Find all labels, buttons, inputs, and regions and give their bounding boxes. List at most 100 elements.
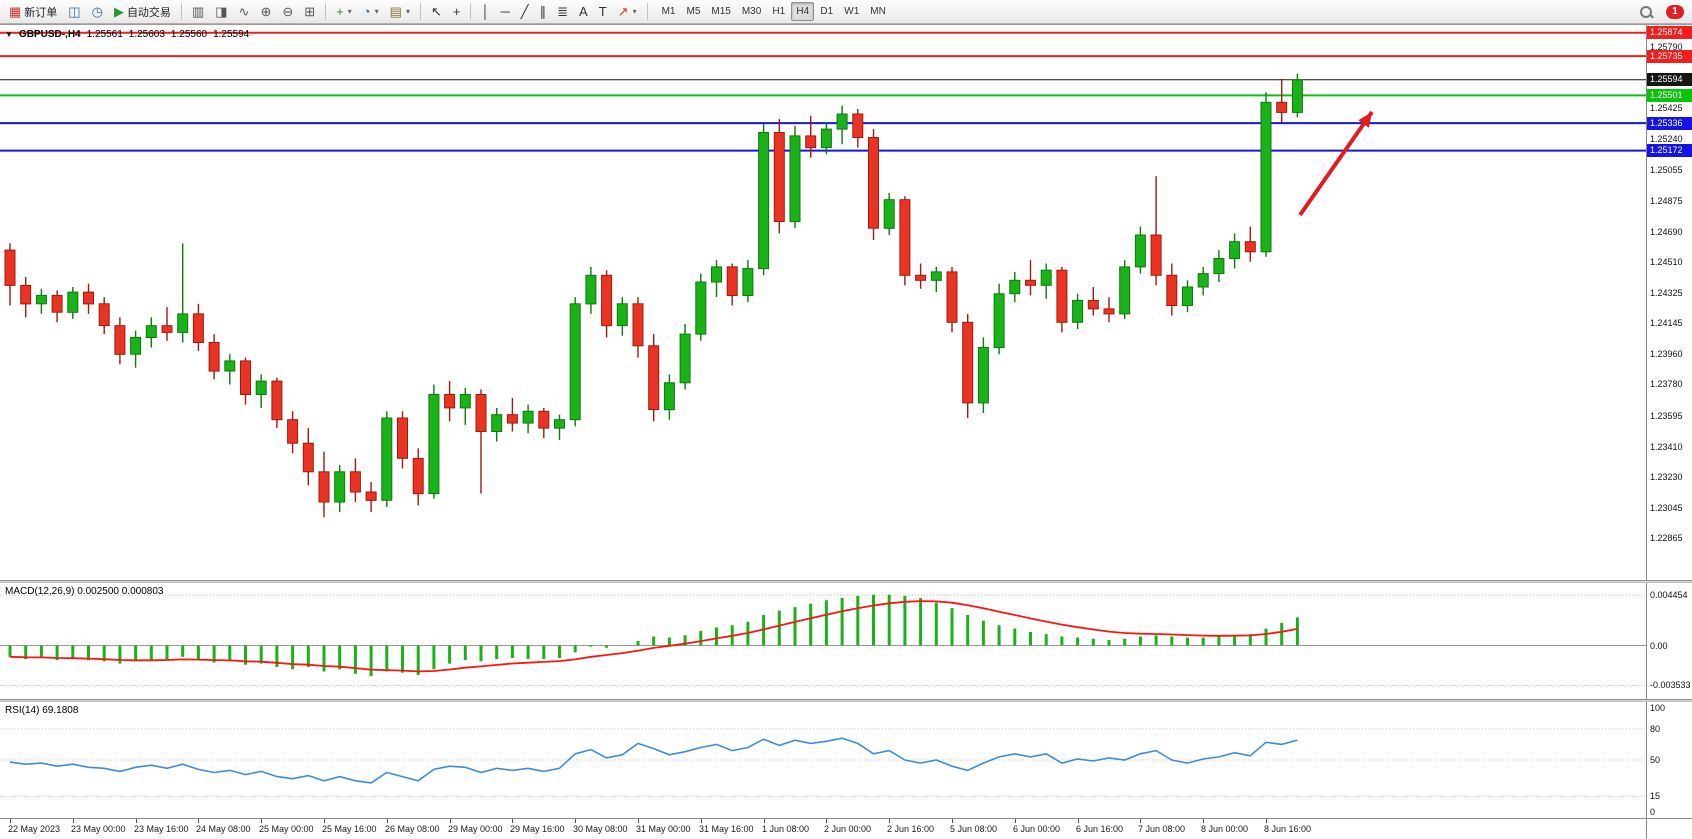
time-axis-label: 25 May 16:00 xyxy=(322,824,377,834)
new-chart-button[interactable]: + ▾ xyxy=(331,2,357,22)
price-axis-label: 1.25790 xyxy=(1650,42,1683,52)
notification-badge[interactable]: 1 xyxy=(1666,4,1684,19)
time-tick xyxy=(10,819,11,823)
autotrading-button[interactable]: ▶ 自动交易 xyxy=(109,2,176,22)
panel-splitter-macd[interactable] xyxy=(0,580,1692,583)
templates-button[interactable]: ▤ ▾ xyxy=(385,2,415,22)
time-tick xyxy=(198,819,199,823)
market-watch-button[interactable]: ◫ xyxy=(63,2,85,22)
price-axis-label: 1.23410 xyxy=(1650,442,1683,452)
timeframe-w1-button[interactable]: W1 xyxy=(839,2,864,21)
timeframe-d1-button[interactable]: D1 xyxy=(815,2,838,21)
timeframe-mn-button[interactable]: MN xyxy=(865,2,891,21)
chevron-down-icon: ▾ xyxy=(347,7,352,16)
toolbar-separator xyxy=(419,3,421,20)
panel-splitter-rsi[interactable] xyxy=(0,699,1692,702)
price-axis[interactable]: 1.25790 1.25425 1.25240 1.25055 1.24875 1.246… xyxy=(1646,25,1692,580)
zoom-in-button[interactable]: ⊕ xyxy=(255,2,276,22)
time-tick xyxy=(1015,819,1016,823)
crosshair-button[interactable]: + xyxy=(448,2,466,22)
rsi-axis-label: 50 xyxy=(1650,755,1661,765)
time-axis-label: 2 Jun 16:00 xyxy=(887,824,935,834)
time-axis-label: 29 May 16:00 xyxy=(510,824,565,834)
text-icon: A xyxy=(579,4,588,19)
search-button[interactable] xyxy=(1634,2,1658,22)
new-order-button[interactable]: ▦ 新订单 xyxy=(4,2,62,22)
time-tick xyxy=(512,819,513,823)
arrows-button[interactable]: ↗ ▾ xyxy=(613,2,642,22)
time-tick xyxy=(1078,819,1079,823)
time-tick xyxy=(387,819,388,823)
rsi-axis-label: 0 xyxy=(1650,807,1656,817)
price-tag-support-line-green: 1.25501 xyxy=(1647,89,1692,102)
timeframe-m30-button[interactable]: M30 xyxy=(737,2,766,21)
timeframe-m15-button[interactable]: M15 xyxy=(706,2,735,21)
trendline-icon: ╱ xyxy=(520,4,529,19)
fibonacci-button[interactable]: ≣ xyxy=(552,2,573,22)
text-button[interactable]: A xyxy=(574,2,593,22)
toolbar: ▦ 新订单 ◫ ◷ ▶ 自动交易 ▥ ◨ ∿ ⊕ ⊖ ⊞ + ▾ ◔ ▾ ▤ ▾ ↖ + │ ─ ╱ ∥ ≣ A T ↗ ▾ M1 M5 M1… xyxy=(0,0,1692,24)
equidistant-channel-icon: ∥ xyxy=(539,4,547,19)
price-axis-label: 1.24325 xyxy=(1650,288,1683,298)
macd-axis-label: 0.004454 xyxy=(1650,590,1688,600)
price-axis-label: 1.22865 xyxy=(1650,533,1683,543)
macd-canvas[interactable] xyxy=(0,583,1646,699)
horizontal-lines-layer xyxy=(0,31,1646,152)
timeframe-m5-button[interactable]: M5 xyxy=(681,2,705,21)
timeframe-h1-button[interactable]: H1 xyxy=(767,2,790,21)
time-axis-label: 26 May 08:00 xyxy=(385,824,440,834)
price-chart-panel[interactable]: ▼ GBPUSD-,H4 1.25561 1.25603 1.25560 1.2… xyxy=(0,24,1692,580)
time-axis-label: 23 May 16:00 xyxy=(134,824,189,834)
periods-icon: ◔ xyxy=(362,4,371,19)
price-axis-label: 1.25425 xyxy=(1650,103,1683,113)
macd-axis-label: -0.003533 xyxy=(1650,680,1691,690)
price-axis-label: 1.23960 xyxy=(1650,349,1683,359)
time-tick xyxy=(889,819,890,823)
tile-windows-button[interactable]: ⊞ xyxy=(299,2,320,22)
macd-panel[interactable]: MACD(12,26,9) 0.002500 0.000803 0.004454… xyxy=(0,583,1692,699)
chart-high-price: 1.25603 xyxy=(128,29,165,40)
bar-chart-button[interactable]: ▥ xyxy=(187,2,209,22)
one-click-trading-expander-icon[interactable]: ▼ xyxy=(5,30,13,39)
chart-close-price: 1.25594 xyxy=(213,29,250,40)
macd-axis[interactable]: 0.004454 0.00 -0.003533 xyxy=(1646,583,1692,699)
chart-symbol-period: GBPUSD-,H4 xyxy=(18,29,81,40)
time-tick xyxy=(1140,819,1141,823)
chevron-down-icon: ▾ xyxy=(405,7,410,16)
periods-button[interactable]: ◔ ▾ xyxy=(358,2,384,22)
time-tick xyxy=(261,819,262,823)
new-chart-icon: + xyxy=(336,4,344,19)
chevron-down-icon: ▾ xyxy=(632,7,637,16)
rsi-axis[interactable]: 100 80 50 15 0 xyxy=(1646,702,1692,818)
timeframe-h4-button[interactable]: H4 xyxy=(791,2,815,21)
rsi-panel[interactable]: RSI(14) 69.1808 100 80 50 15 0 xyxy=(0,702,1692,818)
time-axis-label: 5 Jun 08:00 xyxy=(950,824,998,834)
zoom-out-button[interactable]: ⊖ xyxy=(277,2,298,22)
time-axis-label: 22 May 2023 xyxy=(8,824,61,834)
rsi-axis-label: 80 xyxy=(1650,724,1661,734)
timeframe-m1-button[interactable]: M1 xyxy=(657,2,681,21)
time-axis-label: 25 May 00:00 xyxy=(259,824,314,834)
time-tick xyxy=(764,819,765,823)
time-axis-label: 24 May 08:00 xyxy=(196,824,251,834)
search-icon xyxy=(1639,5,1653,19)
text-label-button[interactable]: T xyxy=(594,2,612,22)
equidistant-channel-button[interactable]: ∥ xyxy=(535,2,552,22)
chart-header: ▼ GBPUSD-,H4 1.25561 1.25603 1.25560 1.2… xyxy=(5,29,249,40)
cursor-button[interactable]: ↖ xyxy=(426,2,447,22)
horizontal-line-button[interactable]: ─ xyxy=(496,2,515,22)
rsi-axis-label: 100 xyxy=(1650,703,1666,713)
price-axis-label: 1.24145 xyxy=(1650,318,1683,328)
candlestick-chart-button[interactable]: ◨ xyxy=(210,2,232,22)
line-chart-button[interactable]: ∿ xyxy=(234,2,255,22)
price-axis-label: 1.23045 xyxy=(1650,503,1683,513)
time-axis[interactable]: 22 May 2023 23 May 00:00 23 May 16:00 24 Ma… xyxy=(0,818,1692,839)
price-axis-label: 1.23230 xyxy=(1650,472,1683,482)
trendline-button[interactable]: ╱ xyxy=(516,2,534,22)
vertical-line-button[interactable]: │ xyxy=(476,2,494,22)
toolbar-right: 1 xyxy=(1634,2,1688,22)
data-window-button[interactable]: ◷ xyxy=(87,2,108,22)
rsi-canvas[interactable] xyxy=(0,702,1646,818)
price-chart-canvas[interactable] xyxy=(0,25,1646,580)
